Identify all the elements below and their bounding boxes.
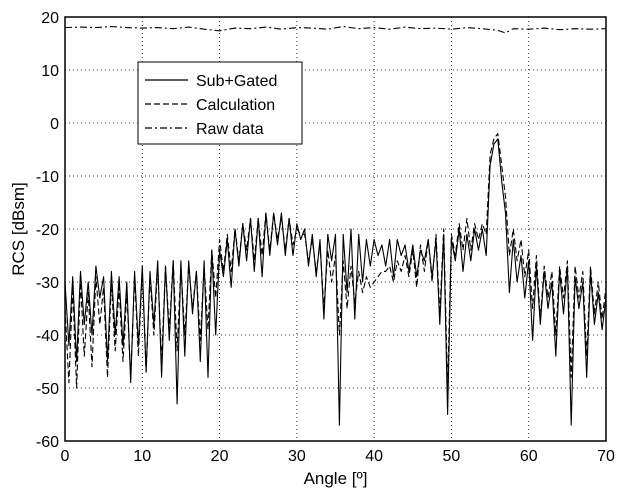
y-tick-label: -40 (36, 328, 59, 345)
series-line-calculation (64, 133, 607, 389)
x-tick-label: 30 (288, 448, 306, 465)
y-tick-label: 10 (41, 63, 59, 80)
plot-frame (64, 16, 607, 442)
series-line-sub-gated (64, 138, 607, 426)
legend-label-sub-gated: Sub+Gated (196, 73, 277, 90)
y-tick-label: 0 (50, 116, 59, 133)
legend: Sub+Gated Calculation Raw data (137, 61, 303, 145)
series-layer (64, 25, 607, 426)
legend-label-calculation: Calculation (196, 97, 275, 114)
x-tick-label: 20 (211, 448, 229, 465)
x-tick-label: 70 (597, 448, 615, 465)
x-tick-label: 50 (443, 448, 461, 465)
legend-label-raw-data: Raw data (196, 121, 264, 138)
y-tick-label: 20 (41, 10, 59, 27)
series-line-raw-data (64, 25, 607, 34)
x-tick-label: 40 (365, 448, 383, 465)
ticks: 0 10 20 30 40 50 60 70 20 10 0 -10 -20 -30 -40 -50 -60 (36, 10, 615, 465)
x-tick-label: 60 (520, 448, 538, 465)
y-tick-label: -30 (36, 275, 59, 292)
x-axis-label: Angle [º] (304, 469, 368, 488)
y-axis-label: RCS [dBsm] (9, 182, 28, 276)
y-tick-label: -50 (36, 381, 59, 398)
y-tick-label: -10 (36, 169, 59, 186)
x-tick-label: 0 (61, 448, 70, 465)
legend-box (137, 61, 303, 145)
x-tick-label: 10 (133, 448, 151, 465)
y-tick-label: -60 (36, 434, 59, 451)
y-tick-label: -20 (36, 222, 59, 239)
